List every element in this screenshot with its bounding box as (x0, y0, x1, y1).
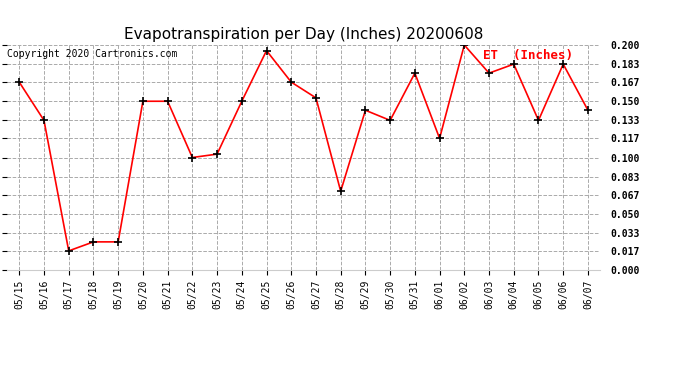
Title: Evapotranspiration per Day (Inches) 20200608: Evapotranspiration per Day (Inches) 2020… (124, 27, 483, 42)
Text: ET  (Inches): ET (Inches) (483, 49, 573, 62)
Text: Copyright 2020 Cartronics.com: Copyright 2020 Cartronics.com (7, 49, 177, 59)
